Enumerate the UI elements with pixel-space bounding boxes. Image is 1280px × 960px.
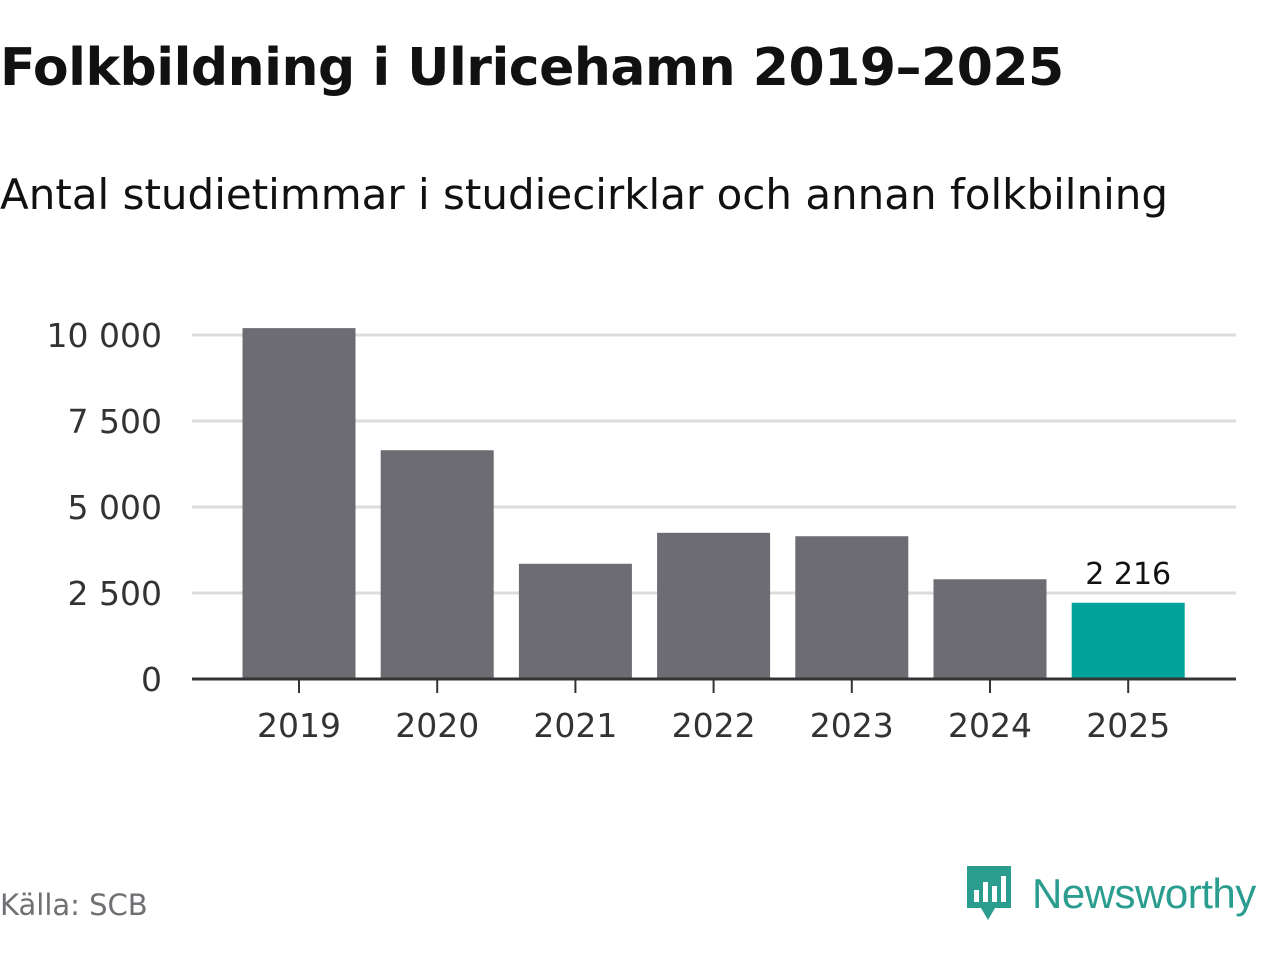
y-tick-label: 0 [141, 660, 162, 699]
source-note: Källa: SCB [0, 888, 148, 922]
data-label: 2 216 [1085, 557, 1171, 592]
bar [933, 579, 1047, 679]
axes [192, 677, 1236, 693]
brand-logo: Newsworthy [964, 864, 1256, 924]
brand-name: Newsworthy [1032, 870, 1256, 917]
x-tick-label: 2020 [395, 706, 479, 745]
bar-chart: 0 2 500 5 000 7 500 10 000 2019 2020 2021 2022 20… [47, 316, 1236, 745]
x-tick-label: 2023 [810, 706, 894, 745]
newsworthy-logo-icon [967, 866, 1011, 920]
x-tick-label: 2022 [672, 706, 756, 745]
bar [380, 450, 494, 679]
x-tick-label: 2021 [533, 706, 617, 745]
x-tick-label: 2019 [257, 706, 341, 745]
bar [518, 563, 632, 679]
chart-subtitle: Antal studietimmar i studiecirklar och a… [0, 170, 1169, 219]
x-tick-label: 2025 [1086, 706, 1170, 745]
x-tick-label: 2024 [948, 706, 1032, 745]
y-tick-label: 2 500 [68, 574, 162, 613]
bar [1071, 602, 1185, 679]
y-tick-label: 5 000 [68, 488, 162, 527]
bar [242, 328, 356, 679]
chart-title: Folkbildning i Ulricehamn 2019–2025 [0, 38, 1064, 98]
labels: 0 2 500 5 000 7 500 10 000 2019 2020 2021 2022 20… [47, 316, 1172, 745]
bars [242, 328, 1185, 679]
bar [657, 532, 771, 679]
y-tick-label: 10 000 [47, 316, 162, 355]
y-tick-label: 7 500 [68, 402, 162, 441]
bar [795, 536, 909, 679]
